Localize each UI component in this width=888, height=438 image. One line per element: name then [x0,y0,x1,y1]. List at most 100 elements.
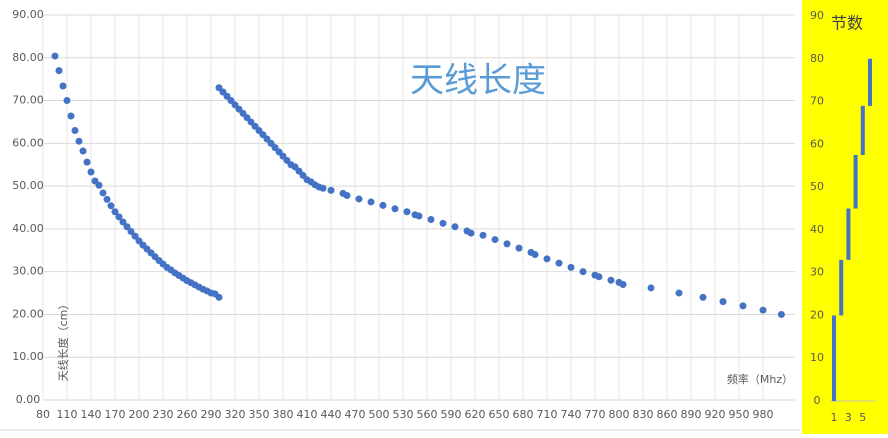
point [777,310,785,318]
side-panel [802,0,888,434]
point [719,298,727,306]
x-tick-label: 800 [609,408,630,421]
x-tick-label: 3 [845,411,852,424]
x-tick-label: 380 [273,408,294,421]
y-tick-label: 50 [810,180,824,193]
point [467,229,475,237]
x-tick-label: 620 [465,408,486,421]
point [403,208,411,216]
x-tick-label: 950 [729,408,750,421]
point [739,302,747,310]
point [115,213,123,221]
point [95,181,103,189]
y-tick-label: 90.00 [12,8,44,21]
x-tick-label: 650 [489,408,510,421]
x-tick-label: 260 [177,408,198,421]
point [67,112,75,120]
x-tick-label: 350 [249,408,270,421]
point [479,231,487,239]
point [79,147,87,155]
x-tick-label: 110 [57,408,78,421]
y-tick-label: 0.00 [16,393,41,406]
point [367,198,375,206]
point [579,268,587,276]
x-tick-label: 410 [297,408,318,421]
point [415,212,423,220]
side-title: 节数 [831,14,863,33]
point [503,240,511,248]
x-tick-label: 920 [705,408,726,421]
point [759,306,767,314]
point [699,293,707,301]
point [107,202,115,210]
point [103,195,111,203]
y-tick-label: 0 [814,394,821,407]
x-tick-label: 470 [345,408,366,421]
x-tick-label: 440 [321,408,342,421]
y-tick-label: 30 [810,266,824,279]
point [619,281,627,288]
x-tick-label: 680 [513,408,534,421]
point [675,289,683,297]
bar [853,155,858,209]
y-tick-label: 40 [810,223,824,236]
x-tick-label: 320 [225,408,246,421]
x-tick-label: 140 [81,408,102,421]
y-tick-label: 70.00 [12,94,44,107]
point [99,189,107,197]
x-tick-label: 770 [585,408,606,421]
point [343,192,351,200]
point [87,168,95,176]
x-tick-label: 530 [393,408,414,421]
point [451,223,459,231]
x-tick-label: 5 [859,411,866,424]
point [391,205,399,213]
point [567,263,575,271]
point [55,67,63,75]
x-tick-label: 230 [153,408,174,421]
y-tick-label: 70 [810,95,824,108]
point [63,97,71,105]
y-axis-label: 天线长度（cm） [56,299,70,382]
point [131,232,139,240]
x-tick-label: 500 [369,408,390,421]
x-tick-label: 170 [105,408,126,421]
y-tick-label: 30.00 [12,265,44,278]
x-tick-label: 740 [561,408,582,421]
x-tick-label: 980 [753,408,774,421]
point [531,251,539,259]
point [119,218,127,226]
point [543,255,551,263]
bar [868,58,872,106]
bar [839,259,844,316]
point [555,259,563,267]
point [51,52,59,60]
x-tick-label: 890 [681,408,702,421]
x-tick-label: 1 [831,411,838,424]
point [491,236,499,244]
x-tick-label: 560 [417,408,438,421]
x-tick-label: 200 [129,408,150,421]
y-tick-label: 80 [810,52,824,65]
point [83,158,91,166]
y-tick-label: 60 [810,137,824,150]
point [123,223,131,231]
point [71,127,79,134]
point [75,137,83,145]
bar [846,208,851,260]
point [59,82,67,90]
point [647,284,655,292]
y-tick-label: 60.00 [12,136,44,149]
x-tick-label: 590 [441,408,462,421]
point [595,273,603,281]
y-tick-label: 10 [810,351,824,364]
x-tick-label: 290 [201,408,222,421]
x-tick-label: 860 [657,408,678,421]
bar [832,315,836,401]
point [127,227,135,235]
chart-title: 天线长度 [410,61,546,101]
x-tick-label: 710 [537,408,558,421]
y-tick-label: 50.00 [12,179,44,192]
